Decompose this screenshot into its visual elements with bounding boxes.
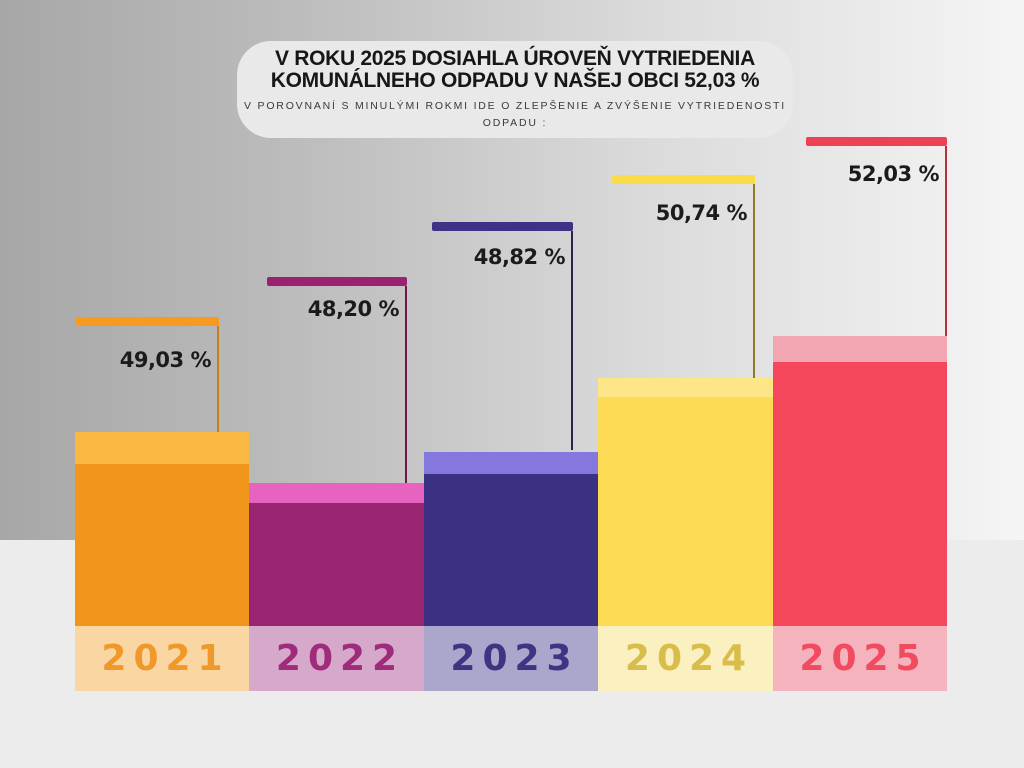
bar-cap [75, 432, 249, 464]
value-label: 50,74 % [655, 201, 748, 225]
year-band: 2025 [773, 626, 947, 691]
value-marker [76, 317, 219, 326]
bar-main [424, 474, 598, 626]
value-label: 48,82 % [473, 245, 566, 269]
year-label: 2023 [450, 638, 579, 679]
value-label: 49,03 % [119, 348, 212, 372]
bar-cap [598, 378, 773, 397]
bar-main [598, 397, 773, 626]
year-band: 2022 [249, 626, 424, 691]
value-marker [267, 277, 407, 286]
connector-line [571, 231, 573, 450]
year-band: 2023 [424, 626, 598, 691]
connector-line [945, 146, 947, 362]
connector-line [405, 286, 407, 483]
chart-title: V ROKU 2025 DOSIAHLA ÚROVEŇ VYTRIEDENIA … [271, 48, 760, 92]
connector-line [753, 184, 755, 418]
value-marker [806, 137, 947, 146]
year-band: 2024 [598, 626, 773, 691]
chart-subtitle: V POROVNANÍ S MINULÝMI ROKMI IDE O ZLEPŠ… [244, 100, 786, 129]
year-label: 2022 [275, 638, 405, 679]
value-marker [612, 175, 755, 184]
bar-cap [424, 452, 598, 474]
year-label: 2025 [799, 638, 928, 679]
bar-cap [773, 336, 947, 362]
bar-main [249, 503, 424, 626]
title-card: V ROKU 2025 DOSIAHLA ÚROVEŇ VYTRIEDENIA … [237, 41, 793, 138]
bar-main [773, 362, 947, 626]
connector-line [217, 326, 219, 464]
value-label: 52,03 % [847, 162, 940, 186]
chart-title-line2: KOMUNÁLNEHO ODPADU V NAŠEJ OBCI 52,03 % [270, 69, 760, 92]
value-label: 48,20 % [307, 297, 400, 321]
value-marker [432, 222, 573, 231]
bar-cap [249, 483, 424, 503]
year-label: 2024 [624, 638, 754, 679]
year-band: 2021 [75, 626, 249, 691]
chart-title-line1: V ROKU 2025 DOSIAHLA ÚROVEŇ VYTRIEDENIA [275, 47, 755, 70]
year-label: 2021 [101, 638, 230, 679]
bar-main [75, 464, 249, 626]
